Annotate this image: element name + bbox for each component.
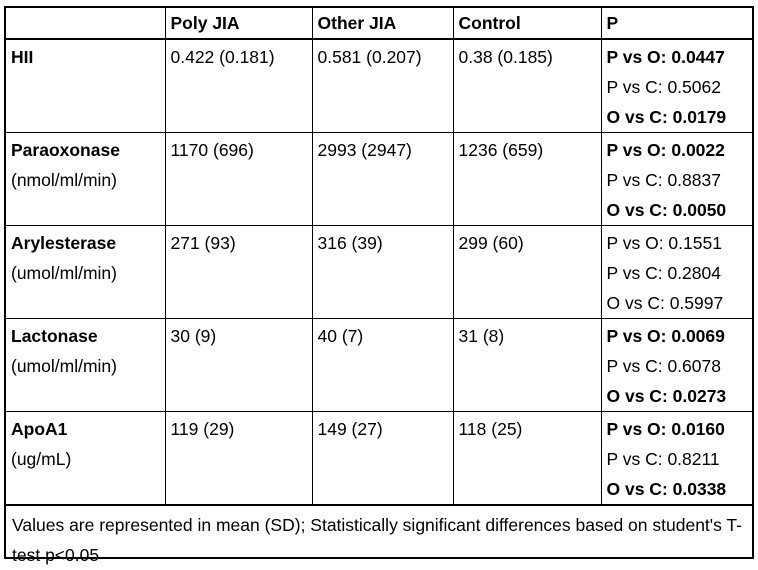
p-value: O vs C: 0.0050 — [606, 200, 727, 220]
value-cell-poly: 271 (93) — [164, 225, 313, 319]
row-label-cell: Arylesterase (umol/ml/min) — [6, 225, 166, 319]
table-row: Arylesterase (umol/ml/min) 271 (93) 316 (39… — [6, 225, 752, 319]
row-label-cell: Paraoxonase (nmol/ml/min) — [6, 132, 166, 226]
p-value: O vs C: 0.0273 — [606, 386, 727, 406]
results-table: Poly JIA Other JIA Control P HII 0.422 (0… — [6, 8, 752, 506]
value-cell-other: 40 (7) — [311, 318, 454, 412]
p-value-cell: P vs O: 0.0160 P vs C: 0.8211 O vs C: 0.03… — [600, 411, 752, 506]
value-cell-poly: 119 (29) — [164, 411, 313, 506]
value-cell-control: 118 (25) — [452, 411, 602, 506]
header-row: Poly JIA Other JIA Control P — [6, 8, 752, 40]
p-value: P vs O: 0.0022 — [606, 140, 725, 160]
p-value-cell: P vs O: 0.0069 P vs C: 0.6078 O vs C: 0.02… — [600, 318, 752, 412]
row-label: Lactonase — [11, 326, 98, 346]
p-value: O vs C: 0.0338 — [606, 479, 727, 499]
header-cell-control: Control — [452, 8, 602, 40]
value-cell-control: 31 (8) — [452, 318, 602, 412]
results-table-container: Poly JIA Other JIA Control P HII 0.422 (0… — [4, 6, 754, 565]
p-value: P vs O: 0.0160 — [606, 419, 725, 439]
row-label-cell: Lactonase (umol/ml/min) — [6, 318, 166, 412]
table-row: HII 0.422 (0.181) 0.581 (0.207) 0.38 (0.185… — [6, 38, 752, 133]
value-cell-control: 299 (60) — [452, 225, 602, 319]
value-cell-other: 149 (27) — [311, 411, 454, 506]
row-label: Paraoxonase — [11, 140, 120, 160]
p-value-cell: P vs O: 0.1551 P vs C: 0.2804 O vs C: 0.59… — [600, 225, 752, 319]
header-cell-other-jia: Other JIA — [311, 8, 454, 40]
row-unit: (ug/mL) — [11, 449, 72, 469]
value-cell-poly: 1170 (696) — [164, 132, 313, 226]
header-cell-empty — [6, 8, 166, 40]
p-value: P vs O: 0.0069 — [606, 326, 725, 346]
row-label-cell: ApoA1 (ug/mL) — [6, 411, 166, 506]
value-cell-other: 0.581 (0.207) — [311, 38, 454, 133]
value-cell-control: 1236 (659) — [452, 132, 602, 226]
p-value: P vs C: 0.5062 — [606, 77, 721, 97]
row-label-cell: HII — [6, 38, 166, 133]
p-value: O vs C: 0.5997 — [606, 293, 724, 313]
p-value: P vs C: 0.8837 — [606, 170, 721, 190]
header-cell-poly-jia: Poly JIA — [164, 8, 313, 40]
value-cell-poly: 30 (9) — [164, 318, 313, 412]
table-row: ApoA1 (ug/mL) 119 (29) 149 (27) 118 (25) P vs… — [6, 411, 752, 506]
table-row: Lactonase (umol/ml/min) 30 (9) 40 (7) 31 (8)… — [6, 318, 752, 412]
row-label: ApoA1 — [11, 419, 68, 439]
p-value: P vs O: 0.1551 — [606, 233, 722, 253]
p-value: P vs O: 0.0447 — [606, 47, 725, 67]
table-footnote: Values are represented in mean (SD); Sta… — [12, 515, 742, 565]
value-cell-poly: 0.422 (0.181) — [164, 38, 313, 133]
row-unit: (umol/ml/min) — [11, 356, 117, 376]
value-cell-other: 316 (39) — [311, 225, 454, 319]
table-row: Paraoxonase (nmol/ml/min) 1170 (696) 2993 (… — [6, 132, 752, 226]
p-value-cell: P vs O: 0.0447 P vs C: 0.5062 O vs C: 0.01… — [600, 38, 752, 133]
value-cell-other: 2993 (2947) — [311, 132, 454, 226]
header-cell-p: P — [600, 8, 752, 40]
value-cell-control: 0.38 (0.185) — [452, 38, 602, 133]
p-value: P vs C: 0.8211 — [606, 449, 720, 469]
p-value: O vs C: 0.0179 — [606, 107, 727, 127]
p-value: P vs C: 0.2804 — [606, 263, 721, 283]
p-value-cell: P vs O: 0.0022 P vs C: 0.8837 O vs C: 0.00… — [600, 132, 752, 226]
row-unit: (nmol/ml/min) — [11, 170, 117, 190]
row-label: HII — [11, 47, 34, 67]
row-unit: (umol/ml/min) — [11, 263, 117, 283]
row-label: Arylesterase — [11, 233, 117, 253]
p-value: P vs C: 0.6078 — [606, 356, 721, 376]
